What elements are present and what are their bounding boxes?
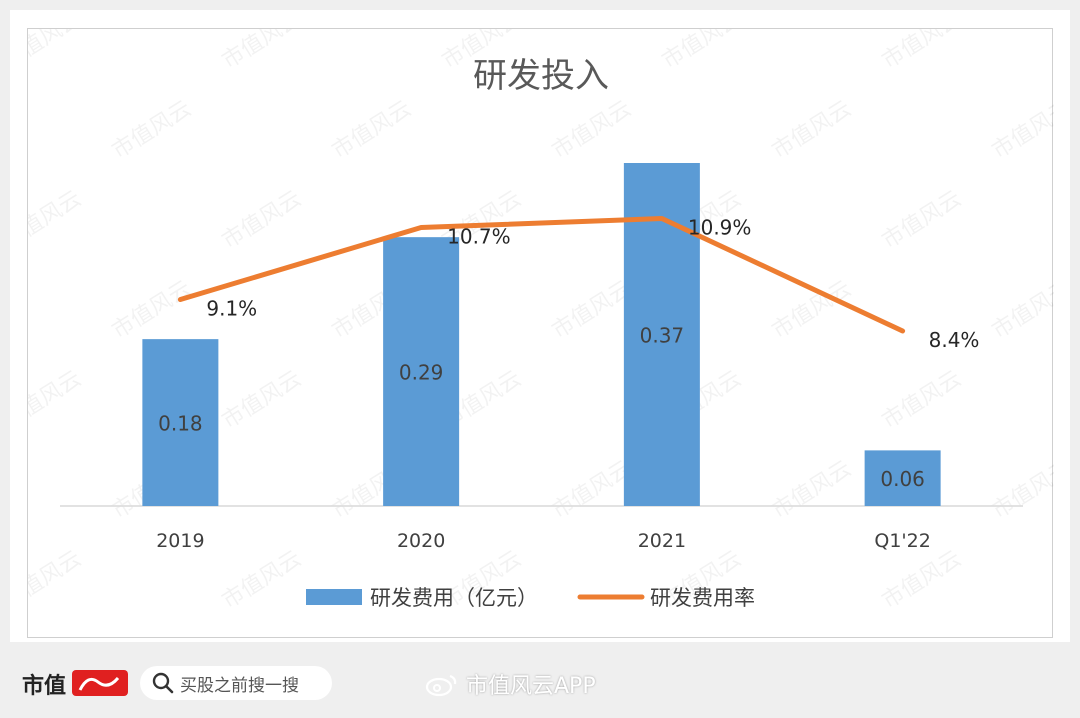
legend-line-label: 研发费用率 <box>650 586 755 610</box>
search-placeholder: 买股之前搜一搜 <box>180 675 299 696</box>
x-tick-label: Q1'22 <box>874 530 930 552</box>
watermark-text: 市值风云 <box>878 546 966 614</box>
line-point <box>659 216 664 221</box>
legend-bar-label: 研发费用（亿元） <box>370 586 538 610</box>
line-point <box>900 329 905 333</box>
watermark-text: 市值风云 <box>218 366 306 434</box>
bar <box>383 237 460 506</box>
line-series <box>177 216 906 334</box>
brand-name: 市值 <box>22 673 67 699</box>
chart-title: 研发投入 <box>473 56 609 96</box>
search-icon <box>152 672 174 694</box>
line-data-label: 10.9% <box>688 216 752 240</box>
legend-bar-swatch <box>306 589 362 605</box>
watermark-text: 市值风云 <box>108 96 196 164</box>
watermark-text: 市值风云 <box>28 366 86 434</box>
line-data-label: 9.1% <box>206 297 257 321</box>
watermark-text: 市值风云 <box>548 276 636 344</box>
bar <box>864 450 941 506</box>
watermark-text: 市值风云 <box>548 456 636 524</box>
line-point <box>419 225 424 230</box>
watermark-text: 市值风云 <box>878 366 966 434</box>
bar-data-label: 0.06 <box>880 467 925 491</box>
watermark-text: 市值风云 <box>28 29 86 74</box>
watermark-text: 市值风云 <box>218 546 306 614</box>
watermark-text: 市值风云 <box>878 29 966 74</box>
watermark-text: 市值风云 <box>768 96 856 164</box>
chart-frame: 市值风云 市值风云 市值风云 市值风云 市值风云 市值风云 市值风云 市值风云 市值风云 市值风云… <box>27 28 1054 638</box>
brand-logo-icon <box>72 670 128 696</box>
weibo-icon <box>425 674 457 697</box>
bar-data-label: 0.18 <box>158 412 203 436</box>
line-data-label: 10.7% <box>447 225 511 249</box>
x-tick-label: 2021 <box>638 530 686 552</box>
watermark-text: 市值风云 <box>328 96 416 164</box>
weibo-attribution: 市值风云APP <box>424 668 596 700</box>
bar-data-label: 0.37 <box>640 324 685 348</box>
bar <box>142 339 219 506</box>
line-point <box>178 297 183 302</box>
footer: 市值 买股之前搜一搜 市值风云APP <box>0 648 1080 718</box>
watermark-text: 市值风云 <box>218 29 306 74</box>
bar-data-label: 0.29 <box>399 361 444 385</box>
watermark-text: 市值风云 <box>218 186 306 254</box>
watermark-text: 市值风云 <box>548 96 636 164</box>
x-tick-label: 2019 <box>156 530 204 552</box>
watermark-text: 市值风云 <box>28 546 86 614</box>
watermark-text: 市值风云 <box>108 276 196 344</box>
watermark-text: 市值风云 <box>988 96 1054 164</box>
search-pill[interactable]: 买股之前搜一搜 <box>140 666 332 700</box>
watermark-text: 市值风云 <box>768 456 856 524</box>
weibo-handle: 市值风云APP <box>466 674 596 699</box>
line-data-label: 8.4% <box>929 328 980 352</box>
x-tick-label: 2020 <box>397 530 445 552</box>
watermark-text: 市值风云 <box>878 186 966 254</box>
watermark-text: 市值风云 <box>988 456 1054 524</box>
watermark-text: 市值风云 <box>988 276 1054 344</box>
watermark-text: 市值风云 <box>658 29 746 74</box>
watermark-text: 市值风云 <box>28 186 86 254</box>
